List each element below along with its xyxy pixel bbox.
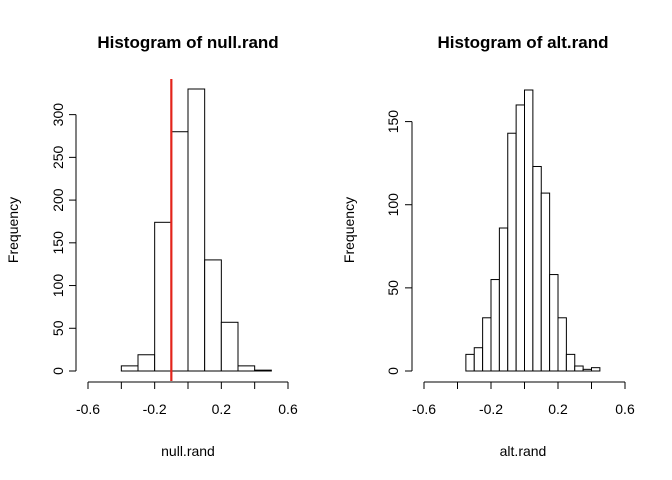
histogram-bar — [574, 365, 584, 372]
y-tick-label: 0 — [385, 367, 401, 375]
bars — [120, 88, 272, 372]
y-tick-label: 250 — [50, 145, 66, 169]
histogram-bar — [220, 321, 239, 372]
y-tick-label: 200 — [50, 188, 66, 212]
y-axis: 0 50 100 150 — [385, 110, 413, 375]
histogram-bar — [204, 259, 222, 372]
histogram-bar — [254, 369, 272, 372]
x-axis: -0.6 -0.2 0.2 0.6 — [412, 381, 635, 417]
y-axis: 0 50 100 150 200 250 300 — [50, 103, 77, 375]
histogram-bar — [473, 347, 484, 372]
histogram-bar — [591, 367, 601, 372]
histogram-bar — [137, 354, 156, 372]
histogram-bar — [582, 368, 593, 372]
y-axis-label: Frequency — [5, 197, 21, 263]
histogram-bar — [465, 353, 475, 372]
histogram-bar — [482, 317, 492, 372]
histogram-bar — [187, 88, 206, 372]
histogram-bar — [524, 89, 534, 372]
histogram-bar — [170, 131, 189, 372]
histogram-bar — [515, 104, 526, 372]
y-tick-label: 100 — [385, 193, 401, 217]
histogram-bar — [532, 165, 542, 372]
panel-alt-rand: Histogram of alt.rand alt.rand Frequency… — [341, 33, 635, 459]
y-tick-label: 100 — [50, 274, 66, 298]
histogram-bar — [490, 279, 500, 372]
x-tick-label: 0.6 — [278, 401, 298, 417]
x-tick-label: -0.2 — [479, 401, 503, 417]
histogram-bar — [154, 221, 172, 372]
y-tick-label: 150 — [50, 231, 66, 255]
bars — [465, 89, 601, 372]
y-tick-label: 50 — [50, 320, 66, 336]
histogram-bar — [557, 317, 567, 372]
y-tick-label: 300 — [50, 103, 66, 127]
x-axis: -0.6 -0.2 0.2 0.6 — [76, 381, 298, 417]
x-axis-label: alt.rand — [500, 443, 547, 459]
histogram-bar — [120, 365, 139, 372]
chart-title: Histogram of alt.rand — [438, 33, 609, 52]
y-tick-label: 150 — [385, 110, 401, 134]
histogram-bar — [237, 365, 256, 372]
x-axis-label: null.rand — [161, 443, 215, 459]
histogram-bar — [498, 227, 509, 372]
x-tick-label: 0.6 — [615, 401, 635, 417]
x-tick-label: 0.2 — [548, 401, 568, 417]
x-tick-label: -0.6 — [412, 401, 436, 417]
y-tick-label: 50 — [385, 280, 401, 296]
x-tick-label: -0.2 — [143, 401, 167, 417]
histogram-bar — [540, 192, 551, 372]
x-tick-label: 0.2 — [212, 401, 232, 417]
chart-title: Histogram of null.rand — [97, 33, 278, 52]
y-tick-label: 0 — [50, 367, 66, 375]
y-axis-label: Frequency — [341, 197, 357, 263]
histogram-bar — [565, 353, 576, 372]
histogram-bar — [549, 274, 559, 372]
histogram-bar — [507, 132, 517, 372]
panel-null-rand: Histogram of null.rand null.rand Frequen… — [5, 33, 298, 459]
x-tick-label: -0.6 — [76, 401, 100, 417]
